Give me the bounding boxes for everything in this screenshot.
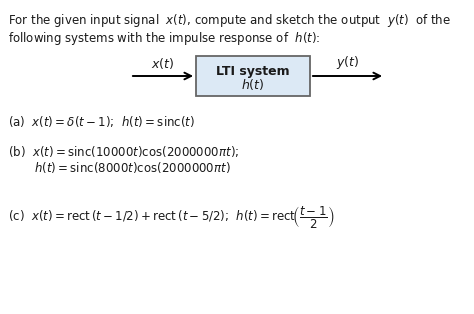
Text: $h(t)$: $h(t)$ [241,78,265,93]
Text: $h(t) = \mathrm{sinc}(8000t)\cos(2000000\pi t)$: $h(t) = \mathrm{sinc}(8000t)\cos(2000000… [8,160,231,175]
Bar [196,56,310,96]
Text: (c)  $x(t) = \mathrm{rect}\,(t-1/2)+\mathrm{rect}\,(t-5/2)$;  $h(t) = \mathrm{re: (c) $x(t) = \mathrm{rect}\,(t-1/2)+\math… [8,204,334,230]
Text: LTI system: LTI system [216,64,290,78]
Text: (a)  $x(t) = \delta(t-1)$;  $h(t) = \mathrm{sinc}(t)$: (a) $x(t) = \delta(t-1)$; $h(t) = \mathr… [8,114,195,129]
Text: For the given input signal  $x(t)$, compute and sketch the output  $y(t)$  of th: For the given input signal $x(t)$, compu… [8,12,451,29]
Text: $y(t)$: $y(t)$ [336,54,359,71]
Text: (b)  $x(t) = \mathrm{sinc}(10000t)\cos(2000000\pi t)$;: (b) $x(t) = \mathrm{sinc}(10000t)\cos(20… [8,144,239,159]
Text: $x(t)$: $x(t)$ [151,56,174,71]
Text: following systems with the impulse response of  $h(t)$:: following systems with the impulse respo… [8,30,320,47]
